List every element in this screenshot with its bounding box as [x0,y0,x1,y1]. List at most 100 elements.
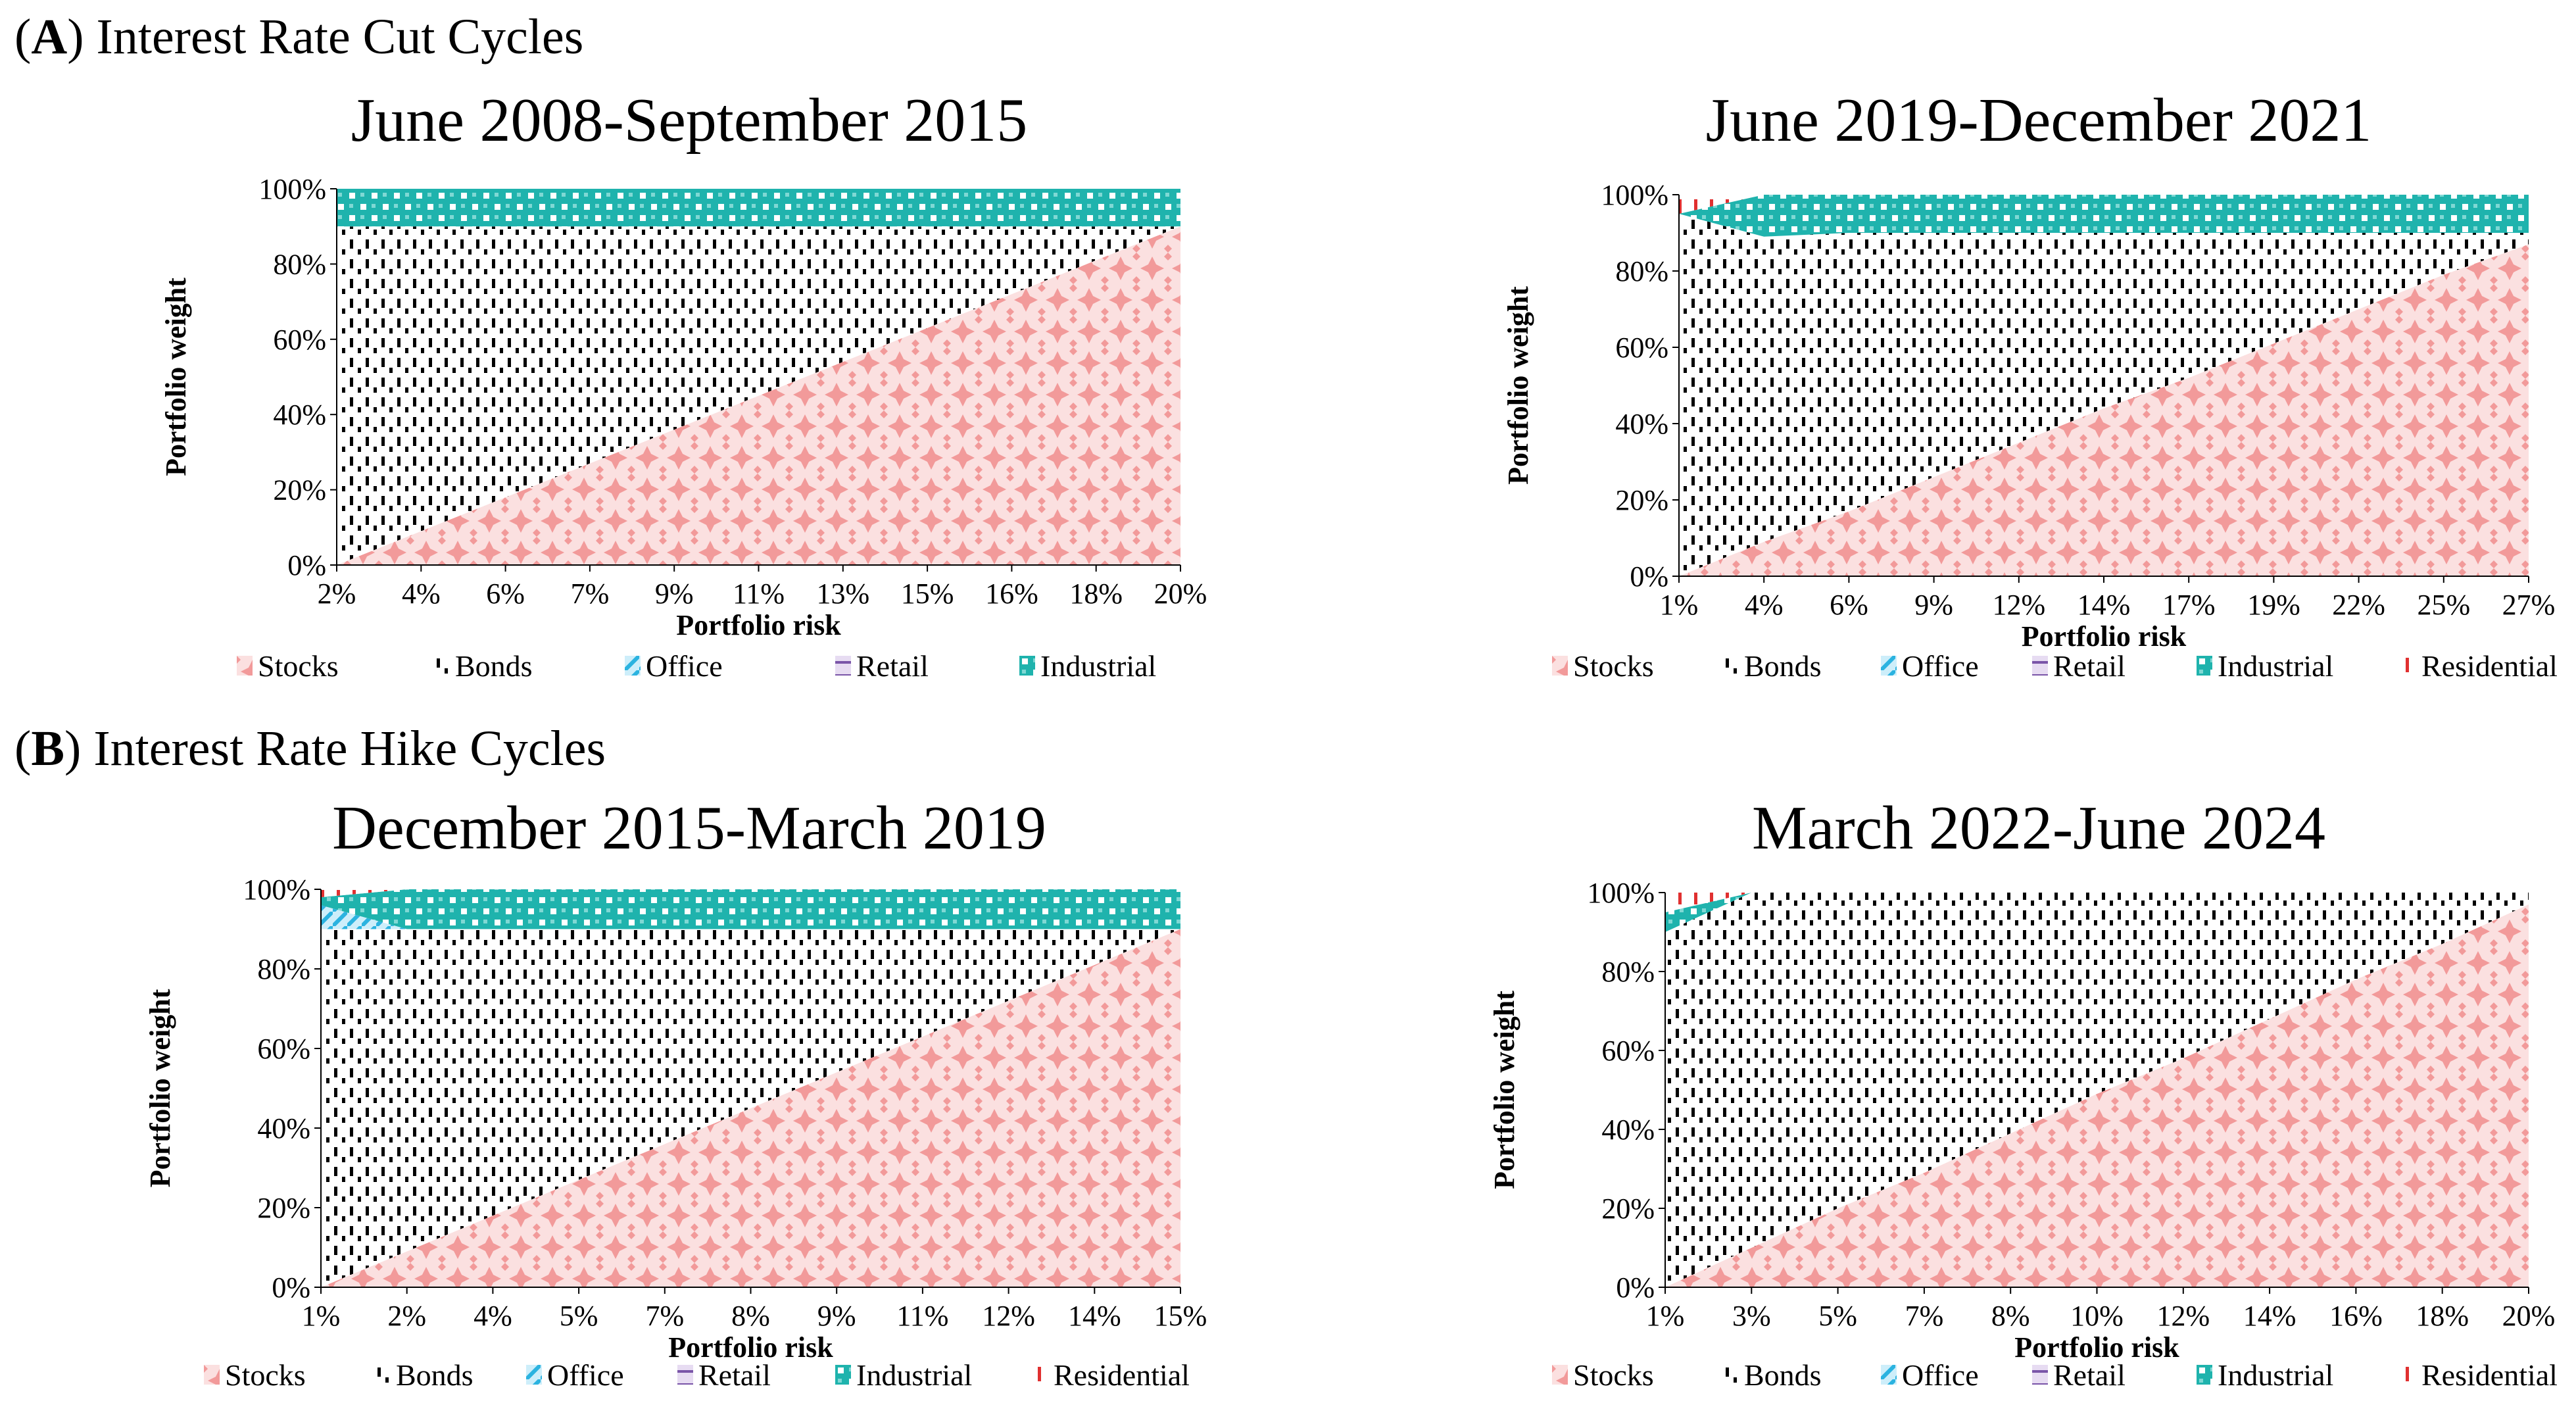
chart-1-x-tick-label: 11% [733,578,785,610]
legend-item-retail: Retail [677,1358,771,1392]
legend-item-residential: Residential [2400,649,2558,683]
chart-2-y-tick-label: 40% [1615,408,1668,440]
legend-label-office: Office [1902,649,1979,683]
legend-label-residential: Residential [2421,1358,2558,1392]
legend-item-retail: Retail [2032,1358,2126,1392]
chart-1-y-tick-label: 40% [273,399,326,431]
legend-item-bonds: Bonds [375,1358,474,1392]
chart-3-x-tick-label: 1% [302,1300,341,1332]
chart-4-x-tick-label: 3% [1732,1300,1771,1332]
legend-swatch-industrial [2197,656,2212,676]
chart-2-x-tick-label: 27% [2502,589,2556,621]
chart-1-x-tick-label: 7% [571,578,610,610]
chart-4-area-stocks [1665,904,2529,1287]
legend-label-office: Office [547,1358,624,1392]
chart-4-x-tick-label: 12% [2156,1300,2210,1332]
chart-1-x-tick-label: 9% [655,578,694,610]
chart-4-y-axis-title: Portfolio weight [1488,991,1520,1189]
chart-2-x-tick-label: 22% [2332,589,2385,621]
legend-label-stocks: Stocks [1573,649,1654,683]
legend-label-bonds: Bonds [1744,1358,1822,1392]
legend-label-industrial: Industrial [2218,649,2334,683]
chart-3-x-tick-label: 11% [896,1300,948,1332]
legend-label-retail: Retail [2053,649,2126,683]
legend-item-industrial: Industrial [2197,1358,2333,1392]
chart-4-y-tick-label: 100% [1587,877,1655,909]
chart-2-y-tick-label: 20% [1615,484,1668,516]
chart-1-y-axis-title: Portfolio weight [160,278,192,476]
legend-label-retail: Retail [698,1358,771,1392]
chart-3-y-tick-label: 0% [272,1271,310,1304]
chart-3-y-tick-label: 20% [257,1192,310,1224]
chart-1-y-tick-label: 80% [273,248,326,280]
chart-3-x-tick-label: 7% [645,1300,684,1332]
chart-1-x-axis-title: Portfolio risk [676,609,841,641]
chart-1-x-tick-label: 6% [486,578,525,610]
chart-3-y-tick-label: 60% [257,1033,310,1065]
chart-3-x-tick-label: 8% [731,1300,770,1332]
chart-2-x-tick-label: 6% [1830,589,1868,621]
chart-3-title: December 2015-March 2019 [332,794,1046,862]
chart-1-x-tick-label: 15% [901,578,954,610]
legend-swatch-retail [835,656,851,676]
legend-swatch-office [1881,656,1897,676]
chart-2-x-tick-label: 19% [2247,589,2300,621]
chart-4-y-tick-label: 60% [1601,1035,1655,1067]
chart-2-x-tick-label: 1% [1660,589,1699,621]
chart-4-x-tick-label: 1% [1646,1300,1685,1332]
chart-4-x-tick-label: 20% [2502,1300,2556,1332]
legend-swatch-residential [1033,1365,1048,1385]
chart-3-plot: 0% 20% 40% 60% 80% 100% 1% 2% 4% 5% 7% 8% 9% 11% 12% 14… [144,874,1207,1364]
chart-3-x-tick-label: 14% [1068,1300,1121,1332]
chart-4-x-tick-label: 16% [2329,1300,2383,1332]
chart-2-area-stocks [1679,244,2529,576]
chart-2-x-tick-label: 17% [2162,589,2216,621]
legend-swatch-bonds [434,656,450,676]
legend-label-industrial: Industrial [1040,649,1157,683]
legend-swatch-office [1881,1365,1897,1385]
chart-3-x-tick-label: 2% [387,1300,426,1332]
chart-4-x-tick-label: 14% [2243,1300,2297,1332]
legend-swatch-stocks [237,656,253,676]
chart-1-x-tick-label: 20% [1154,578,1207,610]
chart-1-y-tick-label: 20% [273,474,326,506]
legend-item-retail: Retail [2032,649,2126,683]
legend-swatch-residential [2400,1365,2416,1385]
legend-label-industrial: Industrial [856,1358,973,1392]
chart-4-x-tick-label: 18% [2416,1300,2469,1332]
legend-label-bonds: Bonds [396,1358,474,1392]
chart-1-plot: 0% 20% 40% 60% 80% 100% 2% 4% 6% 7% 9% 11% 13% 15% 16%… [160,173,1207,641]
section-b-title: Interest Rate Hike Cycles [93,721,606,776]
legend-item-bonds: Bonds [1723,1358,1822,1392]
chart-1-area-industrial [337,189,1180,227]
chart-1-y-tick-label: 60% [273,324,326,356]
chart-4-y-tick-label: 20% [1601,1193,1655,1225]
chart-2-area-industrial [1679,195,2529,237]
legend-label-stocks: Stocks [225,1358,306,1392]
legend-item-office: Office [526,1358,624,1392]
chart-2-y-tick-label: 0% [1630,560,1668,593]
legend-label-office: Office [1902,1358,1979,1392]
chart-4-x-tick-label: 5% [1818,1300,1857,1332]
legend-label-bonds: Bonds [1744,649,1822,683]
legend-item-stocks: Stocks [1552,1358,1654,1392]
chart-4-title: March 2022-June 2024 [1752,794,2325,862]
legend-swatch-industrial [2197,1365,2212,1385]
chart-2-x-tick-label: 9% [1914,589,1953,621]
chart-1-y-tick-label: 100% [258,173,326,205]
legend-swatch-office [526,1365,542,1385]
legend-swatch-bonds [1723,1365,1739,1385]
chart-2-title: June 2019-December 2021 [1705,86,2372,155]
legend-swatch-industrial [835,1365,851,1385]
chart-4-y-tick-label: 80% [1601,956,1655,988]
chart-2-y-tick-label: 80% [1615,255,1668,287]
legend-swatch-stocks [1552,1365,1568,1385]
legend-swatch-stocks [1552,656,1568,676]
chart-3-x-tick-label: 4% [474,1300,512,1332]
legend-swatch-office [625,656,641,676]
chart-2-area-bonds [1679,214,2529,576]
chart-1-x-tick-label: 13% [816,578,869,610]
chart-1-x-tick-label: 4% [402,578,441,610]
chart-2-x-tick-label: 25% [2417,589,2470,621]
